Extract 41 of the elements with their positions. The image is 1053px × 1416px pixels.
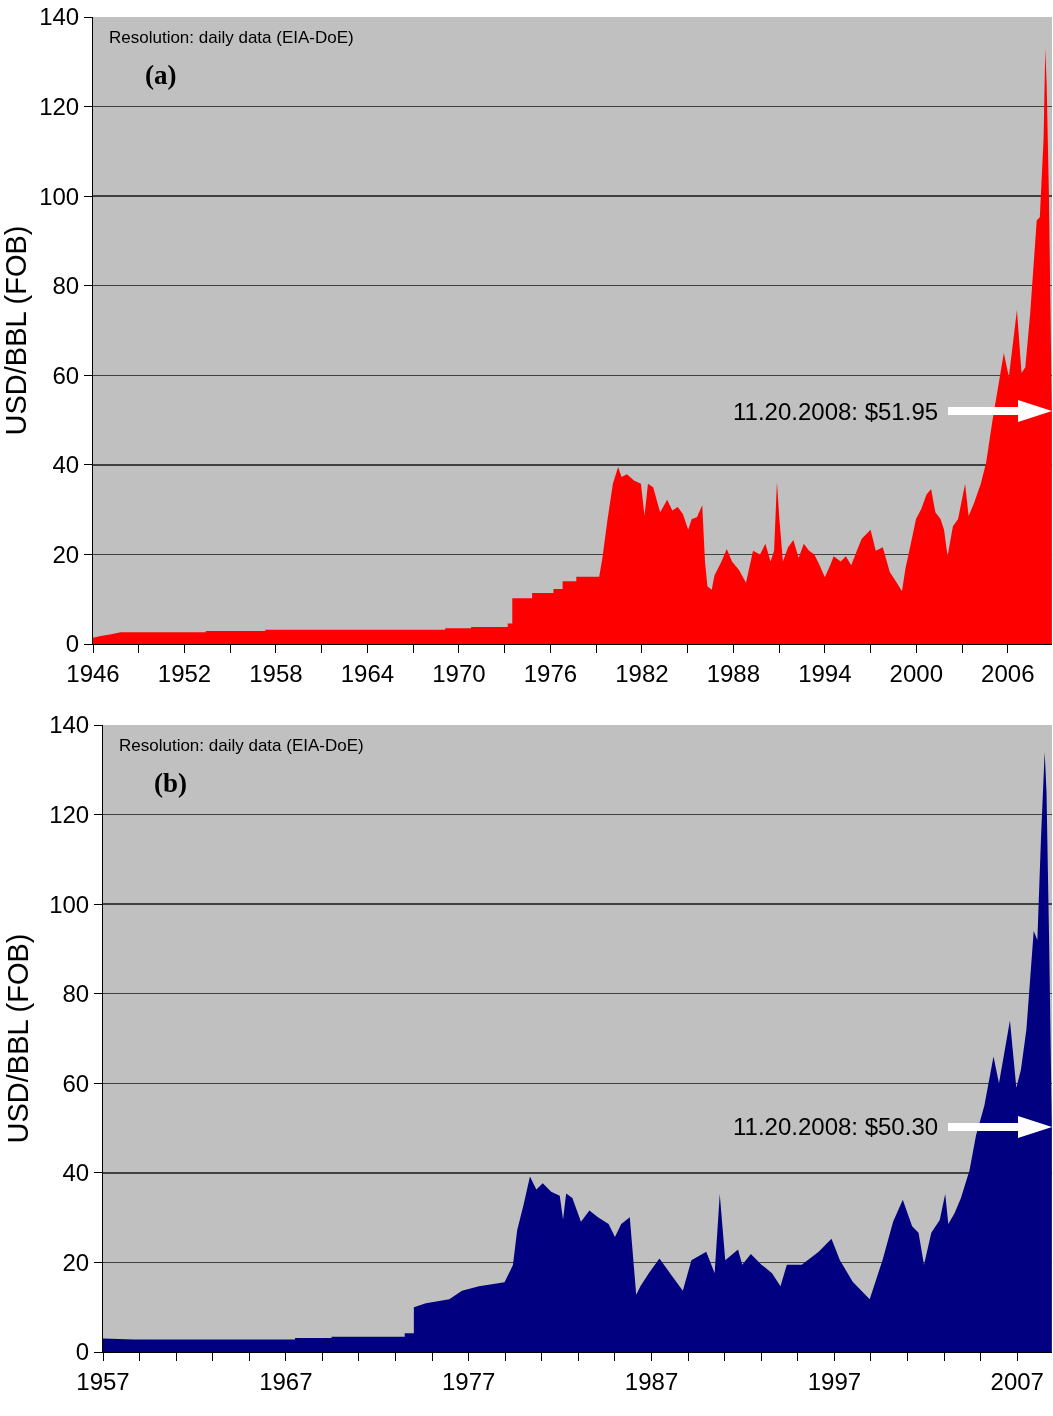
y-axis-title: USD/BBL (FOB)	[1, 933, 34, 1144]
y-tick-label: 100	[39, 182, 80, 210]
annotation: 11.20.2008: $51.95	[733, 398, 939, 425]
x-tick-label: 2007	[990, 1367, 1044, 1395]
y-tick-label: 60	[52, 361, 80, 389]
x-tick-label: 1997	[807, 1367, 862, 1395]
x-tick-label: 1982	[615, 659, 669, 687]
x-tick-label: 1994	[798, 659, 852, 687]
x-tick-label: 1958	[249, 659, 303, 687]
y-tick-label: 40	[62, 1159, 90, 1187]
x-tick-label: 2006	[981, 659, 1035, 687]
annotation: Resolution: daily data (EIA-DoE)	[109, 28, 354, 47]
y-tick-label: 80	[62, 980, 90, 1008]
y-tick-label: 120	[39, 92, 80, 120]
y-tick-label: 0	[65, 630, 80, 658]
x-tick-label: 1976	[523, 659, 578, 687]
annotation: Resolution: daily data (EIA-DoE)	[119, 736, 364, 755]
x-tick-label: 1964	[340, 659, 395, 687]
x-tick-label: 1987	[624, 1367, 679, 1395]
y-tick-label: 20	[52, 540, 80, 568]
y-tick-label: 100	[49, 890, 90, 918]
x-tick-label: 1970	[432, 659, 486, 687]
x-tick-label: 1988	[706, 659, 761, 687]
y-tick-label: 0	[75, 1338, 90, 1366]
annotation: (a)	[145, 60, 177, 90]
x-tick-label: 1946	[66, 659, 120, 687]
y-tick-label: 60	[62, 1069, 90, 1097]
y-tick-label: 120	[49, 800, 90, 828]
x-tick-label: 1952	[157, 659, 212, 687]
y-tick-label: 80	[52, 272, 80, 300]
y-tick-label: 20	[62, 1248, 90, 1276]
y-tick-label: 40	[52, 451, 80, 479]
x-tick-label: 2000	[889, 659, 944, 687]
x-tick-label: 1977	[442, 1367, 496, 1395]
x-tick-label: 1967	[259, 1367, 313, 1395]
y-tick-label: 140	[49, 711, 90, 739]
y-axis-title: USD/BBL (FOB)	[0, 225, 32, 436]
x-tick-label: 1957	[76, 1367, 130, 1395]
annotation: 11.20.2008: $50.30	[733, 1113, 939, 1140]
annotation: (b)	[154, 768, 187, 798]
y-tick-label: 140	[39, 3, 80, 31]
